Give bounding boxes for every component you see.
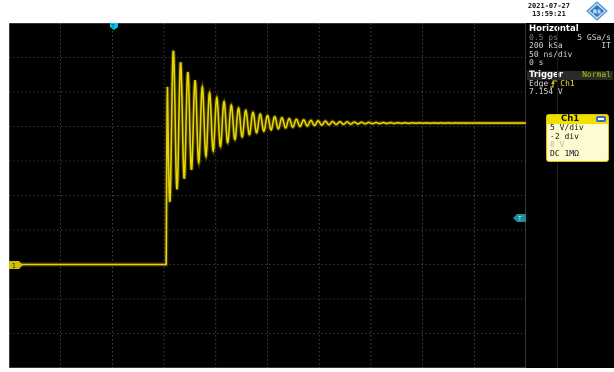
trigger-position-marker[interactable]: T: [110, 23, 118, 30]
horizontal-position: 0 s: [529, 58, 544, 67]
ch1-ground-marker[interactable]: 1: [9, 261, 23, 270]
sample-rate: 5 GSa/s: [577, 32, 611, 42]
timestamp: 2021-07-27 13:59:21: [528, 2, 570, 18]
time-per-sample: 0.5 ps: [529, 32, 558, 42]
trigger-mode: Normal: [582, 70, 611, 79]
info-sidebar: Horizontal 0.5 ps 5 GSa/s 200 kSa IT 50 ns…: [526, 23, 614, 368]
acquisition-mode: IT: [601, 41, 611, 50]
waveform-display[interactable]: 1 T T: [9, 23, 526, 368]
trigger-level: 7.154 V: [529, 87, 563, 96]
date-text: 2021-07-27: [527, 2, 570, 10]
svg-text:RS: RS: [593, 9, 601, 15]
sidebar-divider: [557, 23, 558, 368]
title-bar: 2021-07-27 13:59:21 RS: [0, 0, 614, 23]
trigger-title: Trigger: [529, 70, 564, 80]
horizontal-title: Horizontal: [529, 24, 579, 34]
graticule: [9, 23, 526, 368]
rising-edge-icon: [550, 80, 558, 87]
ch1-minimize-icon[interactable]: [596, 116, 606, 122]
horizontal-panel[interactable]: Horizontal 0.5 ps 5 GSa/s 200 kSa IT 50 ns…: [527, 25, 613, 68]
ground-marker-label: 1: [12, 263, 16, 270]
ch1-offset-div: -2 div: [550, 131, 579, 141]
ch1-coupling: DC 1MΩ: [550, 148, 579, 158]
time-text: 13:59:21: [532, 10, 566, 18]
trigger-level-label: T: [517, 216, 522, 223]
rohde-schwarz-logo-icon[interactable]: RS: [586, 1, 608, 21]
ch1-title: Ch1: [561, 114, 580, 124]
ch1-vertical-scale: 5 V/div: [550, 123, 584, 132]
trigger-source: Ch1: [560, 78, 575, 88]
ch1-offset-v: 0 V: [550, 140, 565, 149]
trigger-position-label: T: [111, 24, 116, 30]
time-scale: 50 ns/div: [529, 49, 573, 59]
trigger-type: Edge: [529, 78, 549, 88]
waveform-plot: 1 T T: [9, 23, 526, 368]
ch1-panel[interactable]: Ch1 5 V/div -2 div 0 V DC 1MΩ: [546, 114, 609, 162]
trigger-panel[interactable]: Trigger Normal Edge Ch1 7.154 V: [527, 70, 613, 97]
trigger-level-marker[interactable]: T: [513, 214, 526, 223]
ch1-waveform-core: [9, 50, 526, 266]
record-length: 200 kSa: [529, 41, 563, 50]
